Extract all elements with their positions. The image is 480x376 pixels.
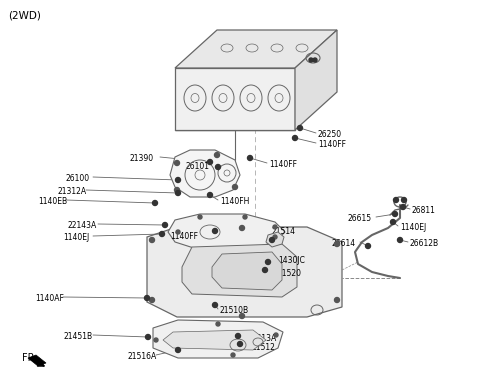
Text: 26100: 26100 <box>65 174 89 183</box>
Circle shape <box>144 296 149 300</box>
Circle shape <box>394 197 398 203</box>
Circle shape <box>273 235 277 239</box>
Circle shape <box>145 335 151 340</box>
Circle shape <box>401 197 407 203</box>
Circle shape <box>163 223 168 227</box>
Polygon shape <box>212 252 282 290</box>
Text: 1140FF: 1140FF <box>170 232 198 241</box>
Circle shape <box>335 241 339 247</box>
Polygon shape <box>168 214 285 250</box>
Circle shape <box>313 58 317 62</box>
Text: 26615: 26615 <box>348 214 372 223</box>
Circle shape <box>215 153 219 158</box>
Circle shape <box>176 230 180 234</box>
Circle shape <box>292 135 298 141</box>
Text: 21520: 21520 <box>278 269 302 278</box>
Text: 26811: 26811 <box>412 206 436 215</box>
Circle shape <box>207 159 213 165</box>
Text: 21451B: 21451B <box>63 332 92 341</box>
Circle shape <box>153 200 157 206</box>
Circle shape <box>263 267 267 273</box>
Circle shape <box>175 188 180 193</box>
Text: 1140FF: 1140FF <box>269 160 297 169</box>
Text: 22143A: 22143A <box>68 221 97 230</box>
Circle shape <box>176 191 180 196</box>
Polygon shape <box>153 320 283 358</box>
Text: 1140FH: 1140FH <box>220 197 250 206</box>
Circle shape <box>198 215 202 219</box>
Circle shape <box>238 341 242 347</box>
Circle shape <box>365 244 371 249</box>
Circle shape <box>149 238 155 243</box>
Polygon shape <box>163 330 266 350</box>
Circle shape <box>216 165 220 170</box>
Polygon shape <box>175 68 295 130</box>
Circle shape <box>269 238 275 243</box>
Text: 21512: 21512 <box>252 343 276 352</box>
Text: FR.: FR. <box>22 353 37 363</box>
Polygon shape <box>266 232 284 247</box>
Circle shape <box>240 314 244 318</box>
Circle shape <box>274 333 278 337</box>
Circle shape <box>236 334 240 338</box>
Polygon shape <box>28 355 46 366</box>
Circle shape <box>175 161 180 165</box>
Text: 1140EJ: 1140EJ <box>63 233 89 242</box>
Polygon shape <box>182 244 297 297</box>
Text: 21516A: 21516A <box>128 352 157 361</box>
Polygon shape <box>170 150 240 197</box>
Circle shape <box>240 226 244 230</box>
Circle shape <box>232 185 238 190</box>
Circle shape <box>309 58 313 62</box>
Text: 26101: 26101 <box>185 162 209 171</box>
Circle shape <box>273 225 277 229</box>
Text: 26250: 26250 <box>318 130 342 139</box>
Circle shape <box>298 126 302 130</box>
Text: (2WD): (2WD) <box>8 10 41 20</box>
Text: 1430JC: 1430JC <box>278 256 305 265</box>
Circle shape <box>216 322 220 326</box>
Polygon shape <box>295 30 337 130</box>
Circle shape <box>231 353 235 357</box>
Circle shape <box>397 238 403 243</box>
Circle shape <box>400 205 406 209</box>
Text: 1140EB: 1140EB <box>38 197 67 206</box>
Text: 21312A: 21312A <box>58 187 87 196</box>
Circle shape <box>265 259 271 264</box>
Circle shape <box>213 303 217 308</box>
Text: 1140FF: 1140FF <box>318 140 346 149</box>
Text: 21514: 21514 <box>272 227 296 236</box>
Polygon shape <box>147 227 342 317</box>
Circle shape <box>154 338 158 342</box>
Circle shape <box>149 297 155 303</box>
Circle shape <box>335 297 339 303</box>
Text: 26612B: 26612B <box>410 239 439 248</box>
Circle shape <box>176 347 180 353</box>
Text: 1140AF: 1140AF <box>35 294 64 303</box>
Circle shape <box>243 215 247 219</box>
Circle shape <box>391 220 396 224</box>
Text: 21510B: 21510B <box>220 306 249 315</box>
Circle shape <box>393 211 397 217</box>
Text: 21390: 21390 <box>130 154 154 163</box>
Circle shape <box>213 229 217 233</box>
Polygon shape <box>175 30 337 68</box>
Circle shape <box>159 232 165 237</box>
Circle shape <box>176 177 180 182</box>
Text: 1140EJ: 1140EJ <box>400 223 426 232</box>
Text: 21513A: 21513A <box>248 334 277 343</box>
Circle shape <box>207 193 213 197</box>
Circle shape <box>248 156 252 161</box>
Text: 26614: 26614 <box>332 239 356 248</box>
